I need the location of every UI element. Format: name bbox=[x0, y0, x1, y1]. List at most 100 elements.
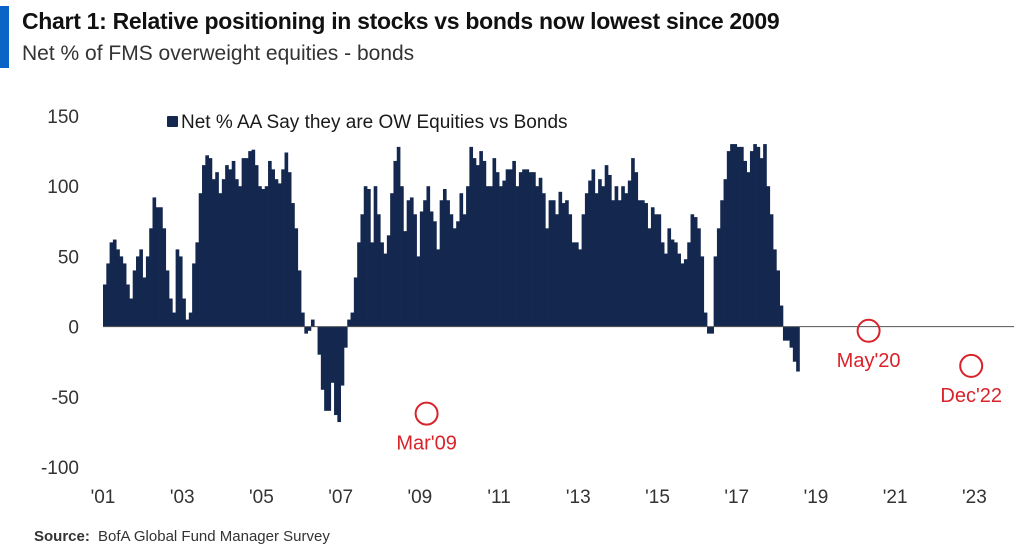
bar bbox=[406, 200, 411, 327]
y-tick-label: 0 bbox=[68, 318, 79, 339]
bar bbox=[601, 186, 606, 327]
bar bbox=[310, 319, 315, 327]
bar bbox=[396, 146, 401, 327]
bar bbox=[707, 326, 711, 334]
bar bbox=[433, 221, 437, 327]
bar bbox=[390, 193, 394, 327]
bar bbox=[172, 312, 176, 327]
bar bbox=[149, 228, 153, 327]
annotation-circle bbox=[959, 353, 984, 378]
bar bbox=[307, 326, 312, 331]
bar bbox=[198, 193, 203, 327]
bar bbox=[152, 197, 157, 327]
bar bbox=[786, 326, 790, 341]
y-tick-label: -100 bbox=[41, 458, 79, 479]
bar bbox=[674, 242, 678, 327]
bar-series bbox=[103, 144, 800, 423]
bar bbox=[175, 249, 180, 327]
bar bbox=[558, 191, 563, 327]
bar bbox=[145, 256, 150, 327]
bar bbox=[109, 242, 114, 327]
bar bbox=[753, 144, 757, 327]
bar bbox=[291, 203, 295, 327]
bar bbox=[650, 207, 655, 327]
bar bbox=[380, 242, 384, 327]
bar bbox=[713, 256, 718, 327]
bar bbox=[211, 179, 216, 327]
annotation-label: Mar'09 bbox=[396, 433, 457, 455]
bar bbox=[442, 189, 447, 327]
bar bbox=[687, 242, 691, 327]
bar bbox=[551, 200, 556, 327]
bar bbox=[142, 277, 147, 327]
x-tick-label: '21 bbox=[883, 487, 908, 508]
x-tick-label: '05 bbox=[249, 487, 274, 508]
bar bbox=[654, 214, 658, 327]
bar bbox=[360, 214, 365, 327]
bar bbox=[112, 239, 117, 327]
bar bbox=[495, 172, 500, 327]
bar bbox=[400, 186, 404, 327]
bar bbox=[683, 259, 688, 327]
bar bbox=[409, 197, 414, 327]
bar bbox=[710, 326, 714, 334]
bar bbox=[548, 200, 553, 327]
title-accent-bar bbox=[0, 6, 9, 68]
bar bbox=[126, 284, 130, 327]
annotation-label: May'20 bbox=[837, 350, 901, 372]
bar bbox=[139, 249, 143, 327]
bar bbox=[730, 144, 734, 327]
chart-subtitle: Net % of FMS overweight equities - bonds bbox=[22, 42, 415, 65]
bar bbox=[393, 160, 398, 327]
source-label: Source: bbox=[34, 528, 90, 545]
bar bbox=[627, 180, 632, 327]
bar bbox=[426, 186, 431, 327]
bar bbox=[386, 235, 391, 327]
bar bbox=[515, 186, 520, 327]
bar bbox=[330, 326, 335, 383]
bar bbox=[545, 228, 549, 327]
bar bbox=[304, 326, 308, 334]
bar bbox=[456, 221, 460, 327]
bar bbox=[192, 263, 196, 327]
bar bbox=[736, 146, 741, 327]
bar bbox=[492, 158, 497, 327]
bar bbox=[588, 180, 592, 327]
bar bbox=[363, 186, 368, 327]
bar bbox=[660, 242, 665, 327]
bar bbox=[287, 172, 292, 327]
bar bbox=[614, 186, 619, 327]
bar bbox=[261, 189, 266, 327]
bar bbox=[284, 152, 289, 327]
bar bbox=[466, 186, 470, 327]
bar bbox=[624, 193, 629, 327]
bar bbox=[132, 270, 137, 327]
bar bbox=[169, 298, 173, 327]
bar bbox=[568, 214, 573, 327]
bar bbox=[215, 172, 219, 327]
bar bbox=[475, 165, 480, 327]
bar bbox=[449, 214, 454, 327]
bar bbox=[452, 228, 457, 327]
bar bbox=[773, 249, 777, 327]
bar bbox=[413, 214, 417, 327]
bar bbox=[416, 256, 421, 327]
bar bbox=[697, 228, 701, 327]
bar bbox=[297, 270, 302, 327]
bar bbox=[202, 165, 206, 327]
bar bbox=[208, 158, 213, 327]
bar bbox=[429, 211, 434, 327]
bar bbox=[482, 160, 487, 327]
x-tick-label: '03 bbox=[170, 487, 195, 508]
bar bbox=[538, 177, 543, 327]
bar bbox=[723, 179, 728, 327]
bar bbox=[522, 169, 526, 327]
bar bbox=[485, 186, 490, 327]
bar bbox=[353, 277, 358, 327]
x-tick-label: '11 bbox=[487, 487, 510, 508]
x-tick-label: '23 bbox=[962, 487, 987, 508]
bar bbox=[419, 211, 424, 327]
x-tick-label: '17 bbox=[724, 487, 749, 508]
bar bbox=[274, 179, 279, 327]
bar bbox=[320, 326, 325, 390]
